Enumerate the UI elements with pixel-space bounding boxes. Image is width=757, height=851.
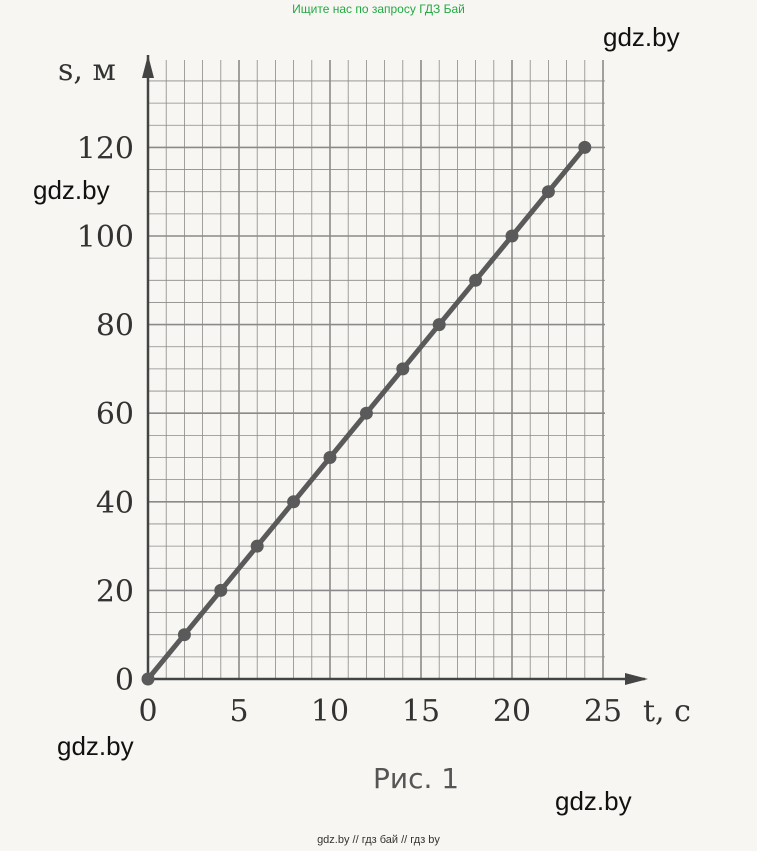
y-tick-label: 20	[96, 574, 134, 609]
watermark: gdz.by	[57, 731, 134, 761]
y-axis-label: s, м	[58, 53, 116, 88]
data-point	[287, 495, 301, 509]
data-point	[469, 273, 483, 287]
chart-grid	[147, 60, 605, 680]
x-tick-label: 25	[584, 694, 622, 729]
y-tick-label: 40	[96, 486, 134, 521]
x-axis-label: t, с	[643, 694, 691, 729]
data-point	[214, 583, 228, 597]
watermark: gdz.by	[33, 175, 110, 205]
data-point	[177, 628, 191, 642]
top-banner: Ищите нас по запросу ГДЗ Бай	[292, 2, 465, 16]
y-tick-label: 0	[115, 663, 134, 698]
x-tick-label: 10	[311, 694, 349, 729]
data-point	[359, 406, 373, 420]
x-tick-label: 20	[493, 694, 531, 729]
y-tick-label: 120	[77, 131, 134, 166]
y-tick-label: 60	[96, 397, 134, 432]
y-axis-arrow	[142, 55, 154, 78]
chart-tick-labels: 0 20 40 60 80 100 120 0 5 10 15 20 25	[77, 131, 622, 729]
watermark: gdz.by	[555, 786, 632, 816]
x-axis-arrow	[625, 673, 648, 685]
figure-caption: Рис. 1	[373, 762, 460, 795]
data-point	[250, 539, 264, 553]
watermark: gdz.by	[603, 22, 680, 52]
y-tick-label: 80	[96, 309, 134, 344]
data-point	[323, 451, 337, 464]
data-point	[578, 140, 592, 154]
x-tick-label: 0	[138, 694, 157, 729]
bottom-banner: gdz.by // гдз бай // гдз by	[317, 834, 440, 846]
data-point	[541, 185, 555, 199]
data-point	[505, 229, 519, 243]
x-tick-label: 5	[229, 694, 248, 729]
data-point	[432, 318, 446, 332]
x-tick-label: 15	[402, 694, 440, 729]
data-point	[396, 362, 410, 376]
chart-axes	[142, 55, 648, 685]
chart-series	[141, 140, 592, 686]
data-point	[141, 672, 155, 686]
y-tick-label: 100	[77, 220, 134, 255]
